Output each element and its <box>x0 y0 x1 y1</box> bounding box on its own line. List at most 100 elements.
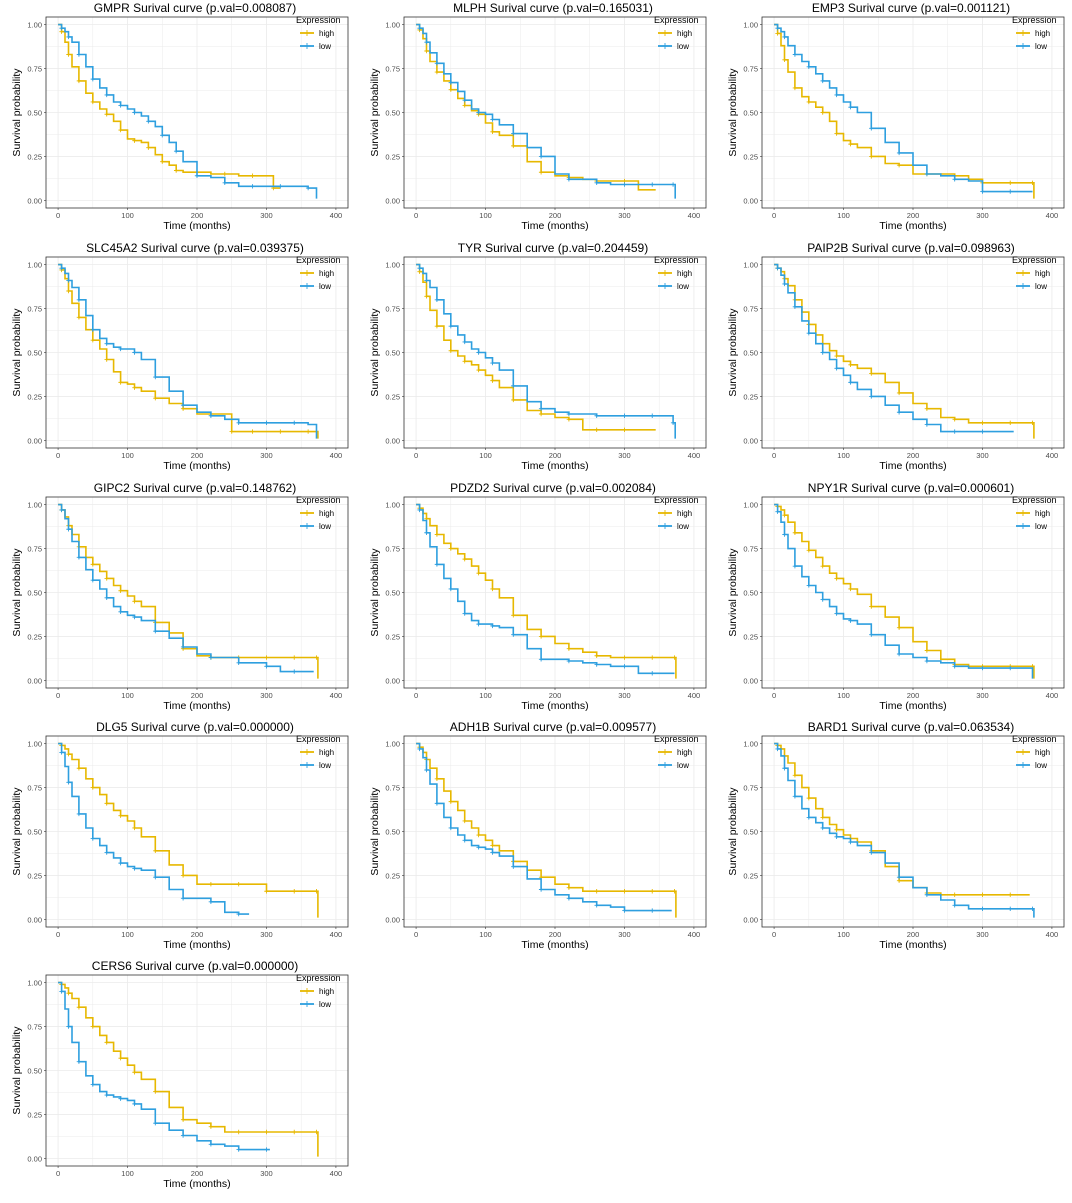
legend-title: Expression <box>1012 15 1057 25</box>
censor-mark <box>208 1124 214 1129</box>
censor-mark <box>848 380 853 385</box>
y-tick-label: 0.00 <box>385 436 400 445</box>
censor-mark <box>222 171 227 177</box>
censor-mark <box>76 811 82 817</box>
censor-mark <box>834 353 839 359</box>
censor-mark <box>775 265 780 271</box>
censor-mark <box>173 168 179 173</box>
x-tick-label: 0 <box>56 1169 60 1178</box>
censor-mark <box>566 646 572 651</box>
censor-mark <box>782 766 787 771</box>
y-tick-label: 1.00 <box>743 740 758 749</box>
censor-mark <box>594 889 599 894</box>
survival-curve-low <box>774 263 1014 433</box>
censor-mark <box>118 1096 123 1101</box>
censor-mark <box>66 34 71 40</box>
x-tick-label: 400 <box>1046 211 1059 220</box>
censor-mark <box>782 57 787 62</box>
censor-mark <box>952 177 957 182</box>
legend: Expression high low <box>1012 15 1057 51</box>
censor-mark <box>594 662 599 667</box>
y-tick-label: 0.00 <box>27 196 42 205</box>
x-tick-label: 300 <box>976 451 989 460</box>
y-axis-title: Survival probability <box>727 68 739 157</box>
y-tick-label: 1.00 <box>743 261 758 270</box>
censor-mark <box>566 896 572 901</box>
censor-mark <box>538 170 544 175</box>
censor-mark <box>90 337 96 343</box>
censor-mark <box>173 148 179 154</box>
censor-mark <box>208 413 214 418</box>
censor-mark <box>90 577 96 583</box>
legend-key-mark <box>1020 283 1026 289</box>
censor-mark <box>462 556 467 562</box>
censor-mark <box>924 422 930 427</box>
censor-mark <box>848 105 853 110</box>
censor-mark <box>76 315 82 320</box>
censor-mark <box>834 576 839 581</box>
legend-label-high: high <box>677 509 692 518</box>
censor-mark <box>820 350 825 355</box>
y-axis-title: Survival probability <box>369 787 381 876</box>
y-tick-label: 1.00 <box>743 501 758 510</box>
censor-mark <box>792 85 798 91</box>
censor-mark <box>264 1129 269 1135</box>
censor-mark <box>305 185 311 191</box>
censor-mark <box>222 180 227 185</box>
legend-label-low: low <box>319 282 331 291</box>
x-tick-label: 200 <box>907 691 920 700</box>
x-tick-label: 400 <box>330 930 343 939</box>
censor-mark <box>90 76 96 82</box>
censor-mark <box>104 801 109 806</box>
censor-mark <box>869 850 874 855</box>
censor-marks-high <box>59 267 311 434</box>
censor-mark <box>118 346 123 352</box>
censor-mark <box>236 1147 241 1152</box>
survival-curve-high <box>416 742 677 918</box>
legend: Expression high low <box>1012 255 1057 291</box>
censor-mark <box>980 892 985 897</box>
legend-title: Expression <box>296 495 341 505</box>
y-tick-label: 1.00 <box>385 261 400 270</box>
censor-mark <box>132 825 137 831</box>
censor-mark <box>566 885 572 890</box>
censor-mark <box>160 133 165 138</box>
x-axis-title: Time (months) <box>879 460 946 472</box>
x-tick-label: 0 <box>56 691 60 700</box>
censor-mark <box>792 563 798 569</box>
y-tick-label: 0.75 <box>743 65 758 74</box>
censor-mark <box>180 1117 186 1122</box>
x-tick-label: 300 <box>976 211 989 220</box>
censor-mark <box>896 150 902 156</box>
censor-mark <box>132 1101 137 1107</box>
x-tick-label: 200 <box>191 211 204 220</box>
censor-mark <box>180 403 186 408</box>
censor-mark <box>180 896 186 901</box>
chart-title: SLC45A2 Surival curve (p.val=0.039375) <box>86 241 304 255</box>
censor-mark <box>806 548 812 553</box>
censor-mark <box>848 586 853 592</box>
censor-mark <box>869 126 874 131</box>
y-tick-label: 0.25 <box>27 1110 42 1119</box>
x-axis-title: Time (months) <box>163 220 230 232</box>
plot-border <box>45 974 349 1167</box>
plot-border <box>45 735 349 928</box>
legend-key-mark <box>662 762 668 768</box>
x-tick-label: 300 <box>260 1169 273 1178</box>
censor-mark <box>434 562 440 567</box>
censor-marks-low <box>59 25 311 191</box>
censor-mark <box>132 110 137 115</box>
x-tick-label: 400 <box>330 451 343 460</box>
censor-mark <box>180 644 186 650</box>
x-tick-label: 100 <box>837 930 850 939</box>
censor-mark <box>236 420 241 425</box>
censor-mark <box>264 1147 269 1152</box>
censor-mark <box>132 866 137 871</box>
y-axis-title: Survival probability <box>369 308 381 397</box>
censor-mark <box>869 394 874 399</box>
y-tick-label: 0.50 <box>743 109 758 118</box>
gridlines <box>762 17 1064 208</box>
censor-mark <box>490 117 495 122</box>
x-tick-label: 100 <box>479 451 492 460</box>
censor-marks-high <box>417 269 627 433</box>
